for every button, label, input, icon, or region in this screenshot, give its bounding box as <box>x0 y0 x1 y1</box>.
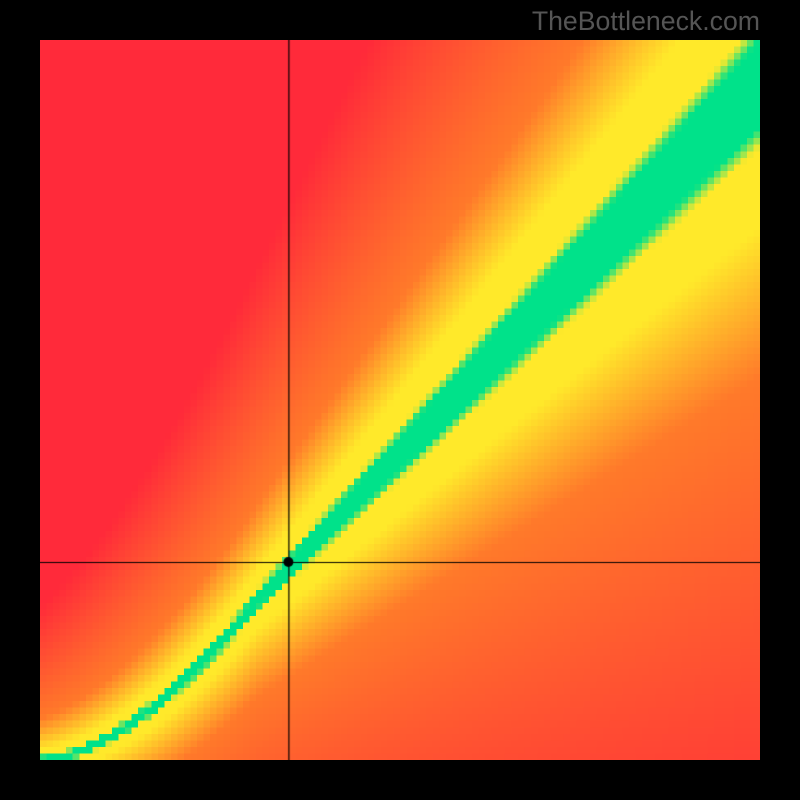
attribution-label: TheBottleneck.com <box>532 6 760 37</box>
crosshair-overlay <box>40 40 760 760</box>
